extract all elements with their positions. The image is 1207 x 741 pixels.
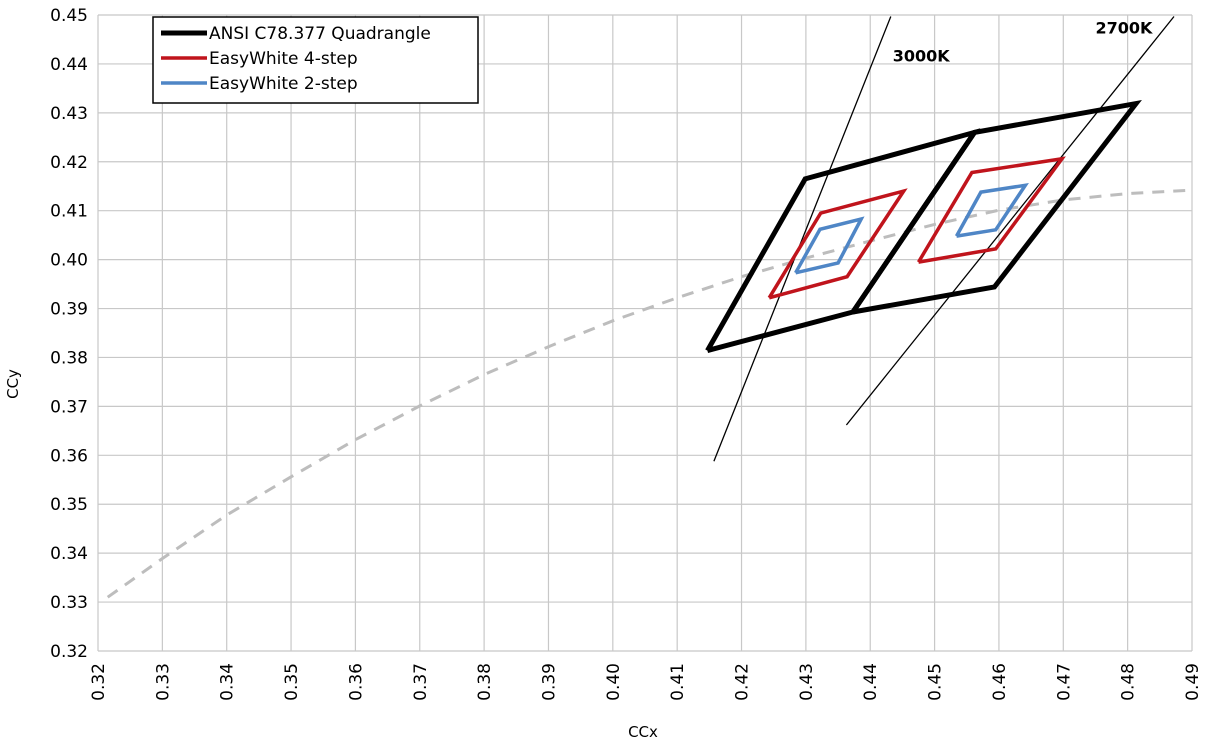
x-tick-label: 0.47 — [1054, 663, 1074, 701]
x-tick-label: 0.39 — [539, 663, 559, 701]
2700k-isotherm-line-1 — [845, 16, 1175, 426]
y-tick-label: 0.33 — [50, 593, 88, 613]
legend-label: EasyWhite 4-step — [209, 49, 358, 69]
y-tick-label: 0.34 — [50, 544, 88, 564]
annotations: 3000K 2700K — [893, 19, 1153, 66]
x-tick-labels: 0.32 0.33 0.34 0.35 0.36 0.37 0.38 0.39 0.40 0.41… — [89, 663, 1203, 701]
x-tick-label: 0.40 — [604, 663, 624, 701]
y-tick-label: 0.42 — [50, 153, 88, 173]
x-tick-label: 0.46 — [990, 663, 1010, 701]
y-tick-label: 0.43 — [50, 104, 88, 124]
x-tick-label: 0.33 — [153, 663, 173, 701]
easywhite-4-step-line-1 — [767, 188, 908, 300]
legend-label: ANSI C78.377 Quadrangle — [209, 24, 431, 44]
y-tick-label: 0.35 — [50, 495, 88, 515]
y-axis-title: CCy — [4, 369, 22, 399]
x-tick-label: 0.44 — [861, 663, 881, 701]
y-tick-label: 0.36 — [50, 446, 88, 466]
x-axis-title: CCx — [628, 723, 658, 741]
legend-box — [152, 16, 479, 104]
y-tick-label: 0.38 — [50, 348, 88, 368]
y-tick-label: 0.40 — [50, 251, 88, 271]
y-tick-label: 0.44 — [50, 55, 88, 75]
y-tick-label: 0.32 — [50, 642, 88, 662]
x-tick-label: 0.34 — [218, 663, 238, 701]
cct-label-2700k: 2700K — [1095, 19, 1153, 38]
y-tick-label: 0.45 — [50, 6, 88, 26]
legend: ANSI C78.377 Quadrangle EasyWhite 4-step E… — [152, 16, 479, 104]
cct-label-3000k: 3000K — [893, 46, 951, 65]
easywhite-4-step-line-2 — [916, 156, 1066, 264]
y-tick-labels: 0.32 0.33 0.34 0.35 0.36 0.37 0.38 0.39 0.40 0.41… — [50, 6, 88, 662]
x-tick-label: 0.41 — [668, 663, 688, 701]
series-layer — [106, 16, 1193, 599]
legend-label: EasyWhite 2-step — [209, 74, 358, 94]
y-tick-label: 0.37 — [50, 397, 88, 417]
x-tick-label: 0.35 — [282, 663, 302, 701]
x-tick-label: 0.38 — [475, 663, 495, 701]
easywhite-2-step-line-1 — [794, 216, 865, 275]
easywhite-2-step-line-2 — [954, 182, 1029, 238]
grid — [97, 14, 1193, 652]
blackbody-locus-line-1 — [106, 188, 1193, 599]
x-tick-label: 0.45 — [926, 663, 946, 701]
x-tick-label: 0.48 — [1119, 663, 1139, 701]
x-tick-label: 0.49 — [1183, 663, 1203, 701]
x-tick-label: 0.42 — [733, 663, 753, 701]
x-tick-label: 0.43 — [797, 663, 817, 701]
x-tick-label: 0.36 — [346, 663, 366, 701]
ansi-c78-377-quadrangle-line-2 — [850, 100, 1142, 315]
x-tick-label: 0.37 — [411, 663, 431, 701]
y-tick-label: 0.39 — [50, 300, 88, 320]
x-tick-label: 0.32 — [89, 663, 109, 701]
y-tick-label: 0.41 — [50, 202, 88, 222]
3000k-isotherm-line-1 — [713, 16, 892, 462]
